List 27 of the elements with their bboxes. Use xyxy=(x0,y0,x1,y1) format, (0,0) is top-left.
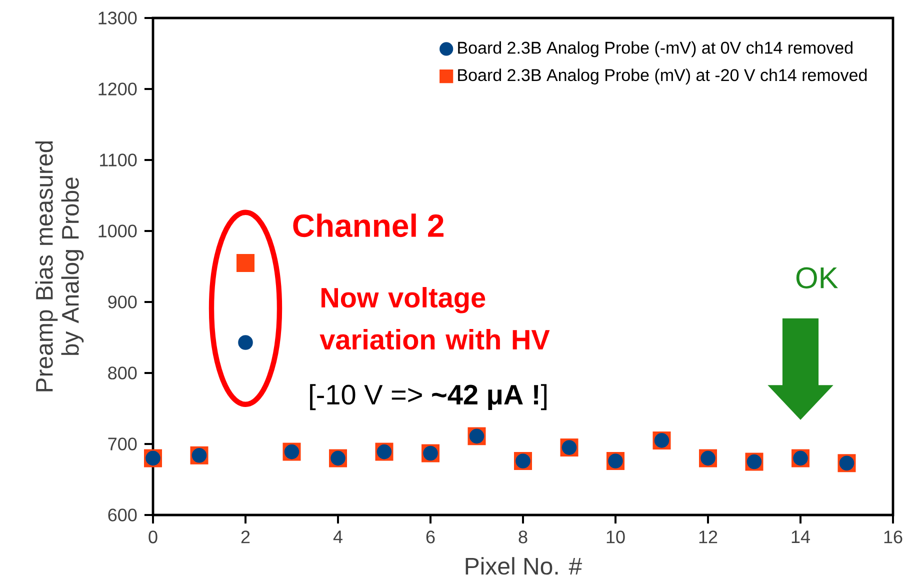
point xyxy=(238,334,253,350)
x-tick-label: 16 xyxy=(884,530,902,544)
annotation: OK xyxy=(796,267,838,288)
y-axis-title: Preamp Bias measured by Analog Probe xyxy=(35,141,84,392)
x-axis-title: Pixel No. # xyxy=(466,556,582,575)
y-tick-label: 1200 xyxy=(98,82,137,96)
annotation: Channel 2 xyxy=(293,213,444,237)
point xyxy=(236,254,254,272)
legend-label: Board 2.3B Analog Probe (mV) at -20 V ch14 removed xyxy=(458,68,867,84)
y-tick-label: 900 xyxy=(108,295,137,308)
annotation: [-10 V => ~42 μA !] xyxy=(310,384,547,410)
legend-label: Board 2.3B Analog Probe (-mV) at 0V ch14 removed xyxy=(458,41,852,57)
x-tick-label: 4 xyxy=(333,530,342,543)
x-tick-label: 8 xyxy=(518,530,528,544)
y-tick-label: 1100 xyxy=(100,153,137,166)
y-tick-label: 1000 xyxy=(98,224,137,238)
x-tick-label: 2 xyxy=(241,530,250,543)
x-tick-label: 10 xyxy=(606,530,625,544)
y-tick-label: 1300 xyxy=(98,11,137,24)
x-tick-label: 0 xyxy=(148,530,158,544)
y-tick-label: 600 xyxy=(108,508,137,522)
x-tick-label: 14 xyxy=(792,530,810,543)
x-tick-label: 12 xyxy=(699,530,718,543)
annotation: Now voltage variation with HV xyxy=(320,286,550,350)
y-tick-label: 700 xyxy=(108,437,137,450)
y-tick-label: 800 xyxy=(108,366,137,380)
x-tick-label: 6 xyxy=(426,530,435,544)
